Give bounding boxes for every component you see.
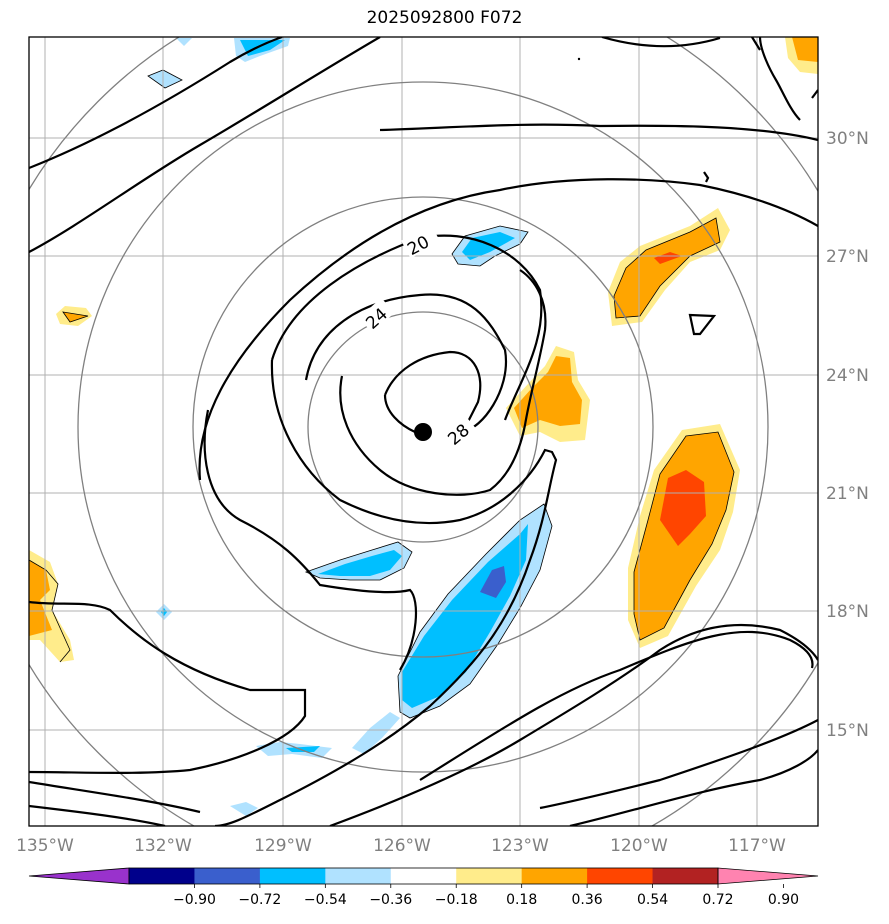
colorbar-extend-low — [28, 867, 130, 885]
lon-label-117w: 117°W — [728, 836, 786, 856]
colorbar-frame — [128, 867, 719, 885]
shading-outlines — [29, 69, 735, 719]
graticule — [29, 37, 818, 826]
colorbar-label: 0.36 — [572, 892, 603, 908]
lat-label-24n: 24°N — [826, 366, 869, 386]
colorbar: −0.90 −0.72 −0.54 −0.36 −0.18 0.18 0.36 0.54 0.7… — [28, 867, 819, 908]
lat-label-15n: 15°N — [826, 721, 869, 741]
lon-axis: 135°W 132°W 129°W 126°W 123°W 120°W 117°… — [16, 836, 786, 856]
colorbar-segment — [325, 868, 392, 884]
lat-axis: 30°N 27°N 24°N 21°N 18°N 15°N — [826, 129, 869, 741]
map-title: 2025092800 F072 — [366, 8, 523, 28]
colorbar-label: −0.36 — [369, 892, 412, 908]
lon-label-129w: 129°W — [254, 836, 312, 856]
colorbar-label: 0.54 — [637, 892, 668, 908]
colorbar-extend-high — [717, 867, 819, 885]
colorbar-segment — [129, 868, 195, 884]
lat-label-27n: 27°N — [826, 247, 869, 267]
lat-label-18n: 18°N — [826, 602, 869, 622]
colorbar-label: −0.90 — [173, 892, 216, 908]
colorbar-segment — [194, 868, 261, 884]
colorbar-label: −0.18 — [435, 892, 478, 908]
plot-frame — [28, 36, 819, 827]
lat-label-21n: 21°N — [826, 484, 869, 504]
colorbar-segment — [456, 868, 523, 884]
colorbar-segment — [521, 868, 588, 884]
colorbar-label: 0.18 — [506, 892, 537, 908]
colorbar-label: −0.54 — [304, 892, 347, 908]
lon-label-120w: 120°W — [610, 836, 668, 856]
colorbar-segment — [652, 868, 719, 884]
storm-center-dot — [414, 423, 432, 441]
lon-label-132w: 132°W — [134, 836, 192, 856]
lon-label-135w: 135°W — [16, 836, 74, 856]
lon-label-123w: 123°W — [491, 836, 549, 856]
colorbar-segment — [259, 868, 326, 884]
colorbar-label: 0.72 — [702, 892, 733, 908]
colorbar-segment — [390, 868, 457, 884]
contour-lines — [29, 37, 818, 826]
range-rings — [29, 37, 818, 826]
colorbar-label: 0.90 — [768, 892, 799, 908]
lon-label-126w: 126°W — [373, 836, 431, 856]
lat-label-30n: 30°N — [826, 129, 869, 149]
shading-layer — [29, 37, 818, 816]
colorbar-segment — [587, 868, 654, 884]
colorbar-label: −0.72 — [238, 892, 281, 908]
